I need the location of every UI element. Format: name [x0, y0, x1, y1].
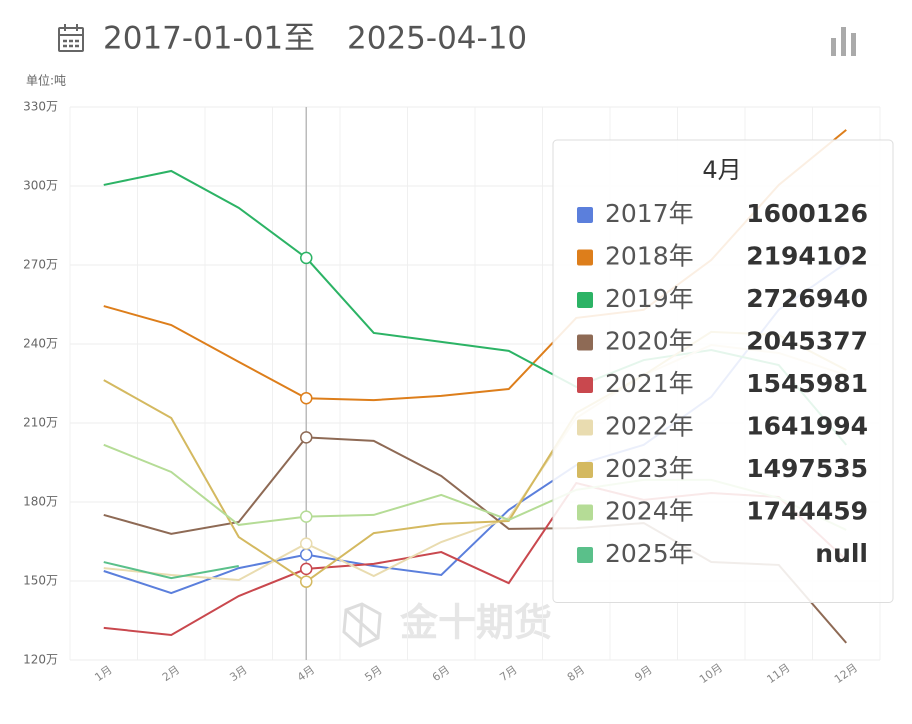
legend-swatch: [577, 377, 593, 393]
chart-type-icon[interactable]: [831, 27, 856, 56]
legend-label: 2018年: [605, 242, 694, 271]
hover-point: [300, 537, 313, 550]
x-tick-label: 6月: [430, 663, 452, 684]
legend-swatch: [577, 419, 593, 436]
legend-swatch: [577, 249, 593, 266]
hover-point: [300, 431, 313, 444]
series-line: [103, 561, 239, 580]
legend-label: 2021年: [605, 369, 694, 398]
legend-swatch: [577, 292, 593, 308]
tooltip-value: 2045377: [746, 327, 868, 356]
hover-point: [300, 562, 313, 576]
x-tick-label: 8月: [565, 663, 587, 684]
calendar-icon: [58, 24, 84, 52]
hover-point: [300, 251, 313, 265]
x-tick-label: 5月: [362, 663, 384, 684]
y-tick-label: 300万: [23, 179, 58, 193]
watermark: 金十期货: [399, 601, 552, 645]
y-tick-label: 120万: [23, 653, 58, 667]
x-tick-label: 12月: [832, 661, 860, 686]
x-tick-label: 2月: [160, 663, 182, 684]
hover-point: [300, 548, 313, 561]
tooltip-value: null: [815, 539, 868, 568]
tooltip-value: 1545981: [746, 369, 868, 398]
x-tick-label: 1月: [92, 663, 114, 684]
tooltip-value: 1641994: [746, 412, 868, 441]
x-tick-label: 3月: [227, 663, 249, 684]
legend-label: 2022年: [605, 412, 694, 441]
tooltip: 4月 2017年 1600126 2018年 2194102 2019年 2726940 20…: [552, 139, 894, 603]
x-tick-label: 11月: [764, 661, 792, 686]
hover-point: [300, 391, 313, 405]
tooltip-value: 1497535: [746, 454, 868, 483]
tooltip-value: 1600126: [746, 199, 868, 228]
x-tick-label: 4月: [295, 663, 317, 684]
legend-swatch: [577, 207, 593, 223]
tooltip-box: [552, 139, 894, 603]
legend-label: 2017年: [605, 199, 694, 228]
y-tick-label: 270万: [23, 258, 58, 272]
x-tick-label: 10月: [697, 661, 725, 686]
x-tick-label: 9月: [632, 663, 654, 684]
tooltip-value: 2726940: [746, 284, 868, 313]
y-tick-label: 330万: [23, 100, 58, 114]
x-tick-label: 7月: [497, 663, 519, 684]
y-tick-label: 180万: [23, 495, 58, 509]
y-axis-unit: 单位:吨: [26, 73, 66, 88]
tooltip-value: 2194102: [746, 242, 868, 271]
legend-label: 2023年: [605, 454, 694, 483]
date-start: 2017-01-01: [103, 21, 283, 57]
legend-swatch: [577, 462, 593, 478]
y-tick-label: 210万: [23, 416, 58, 430]
tooltip-value: 1744459: [746, 497, 868, 526]
hover-point: [300, 575, 313, 588]
date-separator: 至: [284, 21, 315, 57]
legend-swatch: [577, 334, 593, 351]
legend-label: 2025年: [605, 539, 694, 568]
legend-swatch: [577, 504, 593, 521]
legend-label: 2024年: [605, 497, 694, 526]
hover-point: [300, 510, 313, 523]
watermark-logo: [342, 602, 382, 648]
legend-swatch: [577, 547, 593, 563]
y-tick-label: 150万: [23, 574, 58, 588]
legend-label: 2020年: [605, 327, 694, 356]
tooltip-title: 4月: [702, 156, 741, 184]
y-tick-label: 240万: [23, 337, 58, 351]
legend-label: 2019年: [605, 284, 694, 313]
date-end: 2025-04-10: [347, 21, 527, 57]
